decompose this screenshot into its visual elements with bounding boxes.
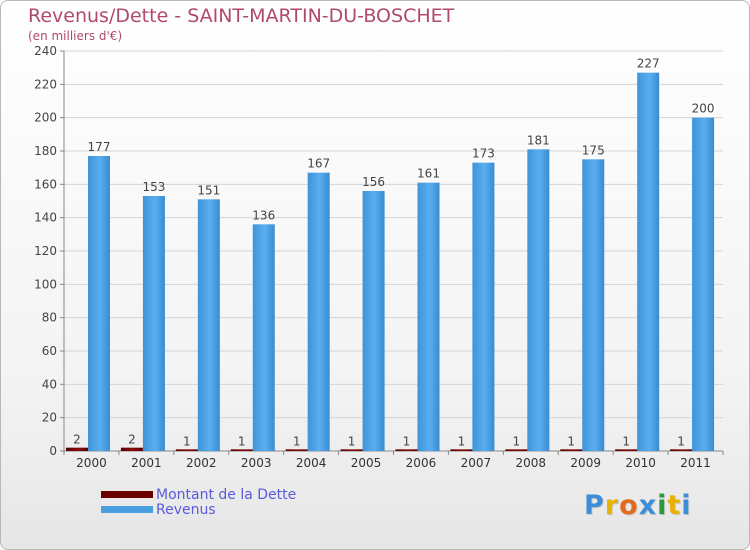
y-tick-label: 200 [34, 111, 57, 125]
logo-letter: r [604, 490, 620, 521]
bar-revenue [417, 182, 440, 451]
data-label-revenue: 161 [417, 167, 440, 181]
x-tick-label: 2000 [76, 456, 107, 470]
data-label-revenue: 177 [88, 140, 111, 154]
logo-letter: i [657, 490, 668, 521]
bar-debt [560, 449, 583, 451]
data-label-debt: 2 [128, 433, 136, 447]
logo-letter: t [667, 490, 682, 521]
chart-subtitle: (en milliers d'€) [28, 29, 123, 43]
bar-debt [230, 449, 253, 451]
data-label-revenue: 156 [362, 175, 385, 189]
data-label-revenue: 167 [307, 157, 330, 171]
logo-letter: x [638, 490, 658, 521]
data-label-debt: 1 [403, 434, 411, 448]
data-label-revenue: 153 [142, 180, 165, 194]
legend-item-debt: Montant de la Dette [101, 486, 297, 503]
y-tick-label: 100 [34, 277, 57, 291]
legend-label-debt: Montant de la Dette [156, 486, 297, 503]
y-tick-label: 20 [42, 411, 57, 425]
y-tick-label: 180 [34, 144, 57, 158]
bar-debt [615, 449, 638, 451]
y-tick-label: 120 [34, 244, 57, 258]
legend: Montant de la Dette Revenus [101, 486, 297, 518]
x-tick-label: 2009 [570, 456, 601, 470]
bar-revenue [692, 117, 715, 452]
data-label-debt: 1 [622, 434, 630, 448]
legend-swatch-debt [101, 491, 153, 498]
bar-revenue [582, 159, 605, 452]
bar-debt [670, 449, 693, 451]
data-label-debt: 1 [677, 434, 685, 448]
x-tick-label: 2001 [131, 456, 162, 470]
legend-item-revenue: Revenus [101, 501, 296, 518]
data-label-revenue: 175 [582, 143, 605, 157]
bar-revenue [362, 191, 385, 451]
x-tick-label: 2004 [296, 456, 327, 470]
data-label-revenue: 227 [637, 57, 660, 71]
bar-revenue [88, 156, 110, 451]
data-label-debt: 1 [238, 434, 246, 448]
y-tick-label: 240 [34, 44, 57, 58]
logo-letter: P [584, 490, 605, 521]
logo-letter: i [681, 490, 692, 521]
bar-revenue [307, 172, 330, 451]
data-label-debt: 1 [458, 434, 466, 448]
legend-swatch-revenue [101, 506, 153, 513]
bar-revenue [142, 196, 165, 451]
x-tick-label: 2010 [625, 456, 656, 470]
bar-debt [175, 449, 198, 451]
x-tick-label: 2008 [516, 456, 547, 470]
y-tick-label: 140 [34, 211, 57, 225]
bar-revenue [197, 199, 220, 451]
bar-debt [66, 447, 88, 451]
data-label-debt: 1 [567, 434, 575, 448]
bar-revenue [527, 149, 550, 452]
x-tick-label: 2003 [241, 456, 272, 470]
data-label-debt: 1 [183, 434, 191, 448]
data-label-revenue: 181 [527, 133, 550, 147]
x-tick-label: 2002 [186, 456, 217, 470]
data-label-revenue: 136 [252, 208, 275, 222]
data-label-revenue: 173 [472, 147, 495, 161]
logo-letter: o [619, 490, 639, 521]
bar-debt [285, 449, 308, 451]
x-tick-label: 2007 [461, 456, 492, 470]
y-tick-label: 220 [34, 77, 57, 91]
bar-debt [505, 449, 528, 451]
bar-debt [340, 449, 363, 451]
data-label-debt: 2 [73, 433, 81, 447]
data-label-revenue: 200 [692, 102, 715, 116]
data-label-debt: 1 [348, 434, 356, 448]
data-label-debt: 1 [293, 434, 301, 448]
y-tick-label: 40 [42, 377, 57, 391]
bar-debt [395, 449, 418, 451]
bar-debt [120, 447, 143, 451]
x-tick-label: 2005 [351, 456, 382, 470]
x-tick-label: 2011 [680, 456, 711, 470]
data-label-revenue: 151 [197, 183, 220, 197]
legend-label-revenue: Revenus [156, 501, 216, 518]
y-tick-label: 160 [34, 177, 57, 191]
x-tick-label: 2006 [406, 456, 437, 470]
bar-revenue [472, 162, 495, 451]
bar-debt [450, 449, 473, 451]
proxiti-logo: Proxiti [584, 490, 692, 521]
y-tick-label: 60 [42, 344, 57, 358]
data-label-debt: 1 [513, 434, 521, 448]
chart-title: Revenus/Dette - SAINT-MARTIN-DU-BOSCHET [28, 5, 455, 27]
y-tick-label: 80 [42, 311, 57, 325]
y-tick-label: 0 [49, 444, 57, 458]
bar-revenue [637, 72, 660, 452]
bar-revenue [252, 224, 275, 451]
